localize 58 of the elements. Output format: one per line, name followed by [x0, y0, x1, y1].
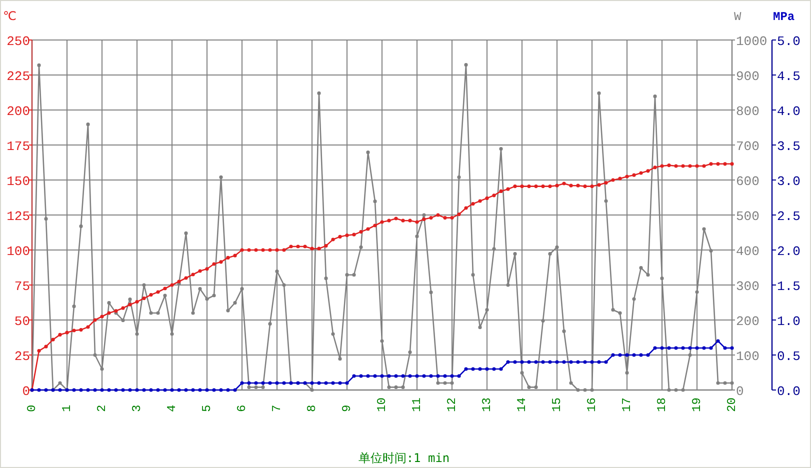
y3-tick-label: 1.5 [777, 279, 800, 294]
y-tick-label: 200 [6, 104, 30, 119]
x-tick-label: 0 [25, 404, 39, 412]
y-tick-label: 50 [14, 314, 30, 329]
x-tick-label: 13 [480, 398, 494, 412]
y2-tick-label: 300 [736, 279, 760, 294]
y2-tick-label: 600 [736, 174, 760, 189]
x-tick-label: 4 [165, 404, 179, 412]
x-tick-label: 16 [585, 398, 599, 412]
x-tick-label: 20 [725, 398, 739, 412]
y-tick-label: 75 [14, 279, 30, 294]
y-tick-label: 25 [14, 349, 30, 364]
y-tick-label: 150 [6, 174, 30, 189]
y3-tick-label: 0.0 [777, 384, 800, 399]
y-tick-label: 100 [6, 244, 30, 259]
y3-tick-label: 5.0 [777, 34, 800, 49]
y2-axis-title: W [734, 10, 742, 24]
y-tick-label: 125 [6, 209, 30, 224]
y3-tick-label: 3.0 [777, 174, 800, 189]
x-tick-label: 14 [515, 398, 529, 412]
y-tick-label: 250 [6, 34, 30, 49]
x-tick-label: 12 [445, 398, 459, 412]
y2-tick-label: 400 [736, 244, 760, 259]
y2-tick-label: 700 [736, 139, 760, 154]
y2-tick-label: 200 [736, 314, 760, 329]
x-tick-label: 5 [200, 404, 214, 412]
x-axis-title: 单位时间:1 min [358, 451, 450, 465]
x-tick-label: 10 [375, 398, 389, 412]
x-tick-label: 2 [95, 404, 109, 412]
x-tick-label: 18 [655, 398, 669, 412]
y-tick-label: 0 [22, 384, 30, 399]
y3-tick-label: 3.5 [777, 139, 800, 154]
y2-tick-label: 500 [736, 209, 760, 224]
x-tick-label: 8 [305, 404, 319, 412]
y3-axis-title: MPa [773, 10, 795, 24]
x-tick-label: 19 [690, 398, 704, 412]
y-tick-label: 175 [6, 139, 30, 154]
y2-tick-label: 800 [736, 104, 760, 119]
y3-tick-label: 4.0 [777, 104, 800, 119]
y2-tick-label: 0 [736, 384, 744, 399]
x-tick-label: 17 [620, 398, 634, 412]
x-tick-label: 1 [60, 404, 74, 412]
y3-tick-label: 4.5 [777, 69, 800, 84]
x-tick-label: 15 [550, 398, 564, 412]
y-tick-label: 225 [6, 69, 30, 84]
x-tick-label: 6 [235, 404, 249, 412]
y3-tick-label: 2.0 [777, 244, 800, 259]
y3-tick-label: 2.5 [777, 209, 800, 224]
x-tick-label: 11 [410, 398, 424, 412]
x-tick-label: 9 [340, 404, 354, 412]
y-axis-title: ℃ [3, 9, 16, 23]
x-tick-label: 3 [130, 404, 144, 412]
y2-tick-label: 1000 [736, 34, 768, 49]
y2-tick-label: 900 [736, 69, 760, 84]
y2-tick-label: 100 [736, 349, 760, 364]
y3-tick-label: 0.5 [777, 349, 800, 364]
y3-tick-label: 1.0 [777, 314, 800, 329]
x-tick-label: 7 [270, 404, 284, 412]
